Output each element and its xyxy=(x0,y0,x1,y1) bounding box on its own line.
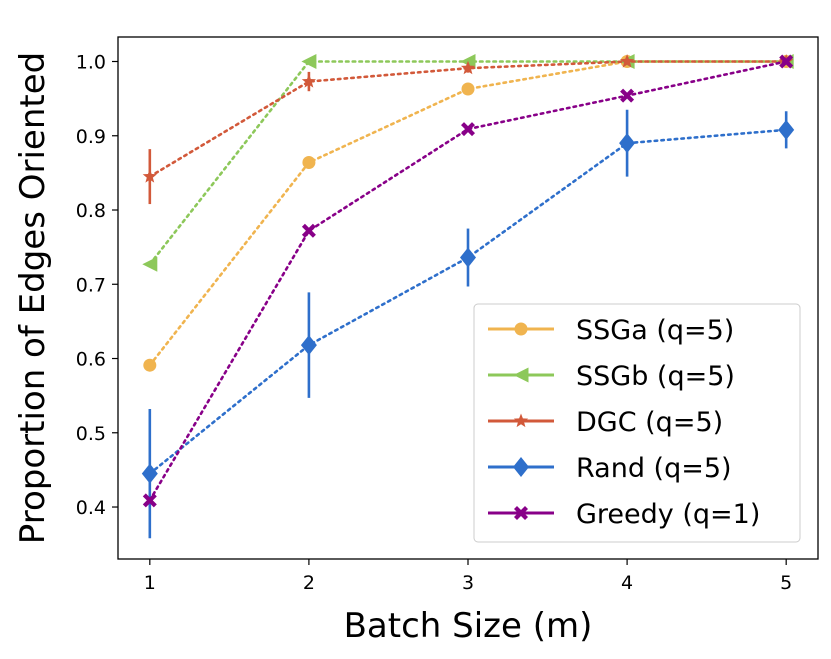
legend-item: SSGa (q=5) xyxy=(488,315,734,346)
y-tick-label: 0.9 xyxy=(76,126,106,148)
data-point xyxy=(779,54,794,69)
data-point xyxy=(619,133,636,154)
legend-item: DGC (q=5) xyxy=(488,407,723,438)
data-point xyxy=(300,335,317,356)
series-greedy xyxy=(142,54,794,508)
x-tick-label: 2 xyxy=(303,572,315,594)
x-axis-label: Batch Size (m) xyxy=(344,606,593,646)
legend-marker xyxy=(513,457,529,477)
x-tick-label: 1 xyxy=(144,572,156,594)
legend-label: SSGa (q=5) xyxy=(576,315,734,346)
x-tick-label: 5 xyxy=(780,572,792,594)
data-point xyxy=(301,54,317,70)
data-point xyxy=(460,60,476,75)
series-dgc xyxy=(142,54,794,205)
data-point xyxy=(619,54,635,68)
data-point xyxy=(142,256,158,272)
legend-marker xyxy=(513,367,529,383)
legend-item: Rand (q=5) xyxy=(488,453,732,484)
series-rand xyxy=(141,109,795,539)
legend-label: Greedy (q=1) xyxy=(576,499,760,530)
data-point xyxy=(142,493,157,508)
legend-item: SSGb (q=5) xyxy=(488,361,735,392)
y-tick-label: 1.0 xyxy=(76,52,106,74)
y-tick-label: 0.5 xyxy=(76,423,106,445)
y-tick-label: 0.7 xyxy=(76,274,106,296)
legend-box xyxy=(473,303,801,543)
legend-marker xyxy=(514,506,528,520)
legend: SSGa (q=5) SSGb (q=5) DGC (q=5) Rand (q=5) G… xyxy=(473,303,801,543)
y-axis: 0.4 0.5 0.6 0.7 0.8 0.9 1.0 xyxy=(76,52,118,519)
data-point xyxy=(620,88,635,103)
data-point xyxy=(141,463,158,484)
x-tick-label: 3 xyxy=(462,572,474,594)
y-tick-label: 0.8 xyxy=(76,200,106,222)
legend-item: Greedy (q=1) xyxy=(488,499,760,530)
series-line xyxy=(148,128,788,475)
legend-label: SSGb (q=5) xyxy=(576,361,735,392)
data-point xyxy=(461,122,475,137)
x-axis: 1 2 3 4 5 xyxy=(144,559,792,594)
data-point xyxy=(301,223,316,238)
data-point xyxy=(302,155,316,169)
data-point xyxy=(778,119,795,140)
y-tick-label: 0.4 xyxy=(76,497,106,519)
y-tick-label: 0.6 xyxy=(76,349,106,371)
data-point xyxy=(142,169,157,183)
data-point xyxy=(143,358,157,372)
series-layer xyxy=(141,54,795,539)
x-tick-label: 4 xyxy=(621,572,633,594)
y-axis-label: Proportion of Edges Oriented xyxy=(13,52,53,544)
data-point xyxy=(461,82,475,96)
data-point xyxy=(460,247,476,268)
legend-label: DGC (q=5) xyxy=(576,407,723,438)
legend-marker xyxy=(513,413,529,428)
legend-marker xyxy=(514,322,528,336)
data-point xyxy=(301,74,317,88)
legend-label: Rand (q=5) xyxy=(576,453,732,484)
